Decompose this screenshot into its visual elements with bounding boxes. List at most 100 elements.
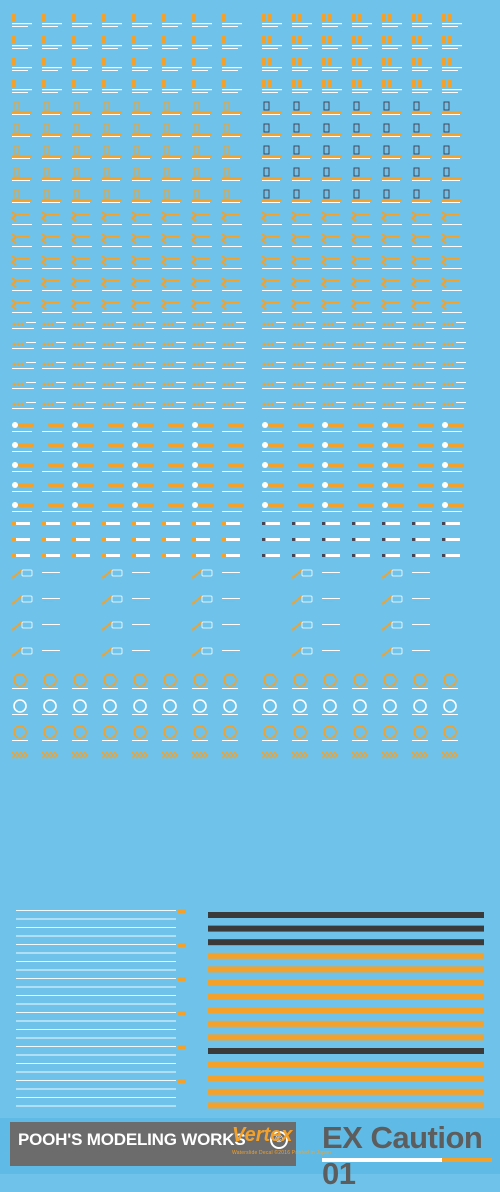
caution-label-stars-decal [192,342,216,349]
caution-label-chevron-decal [40,233,62,247]
ring-marks-decal [192,673,208,689]
caution-label-chevron-decal [410,255,432,269]
caution-label-chevron-decal [350,233,372,247]
caution-label-circle-bar-decal [352,423,374,432]
caution-label-stars-decal [12,342,36,349]
caution-label-circle-bar-decal [102,483,124,492]
caution-label-orange-decal [222,36,242,49]
caution-label-circle-bar-decal [192,482,214,492]
caution-label-circle-bar-decal [382,482,404,492]
caution-label-bracket-decal [132,101,152,115]
caution-label-stars-decal [382,342,406,349]
caution-label-chevron-decal [440,233,462,247]
caution-label-orange-decal [72,14,92,27]
hazard-stripe [208,1034,484,1041]
caution-label-circle-bar-decal [382,422,404,432]
caution-label-stars-decal [162,322,186,329]
caution-label-bracket-decal [292,167,312,181]
ring-marks-decal [292,673,308,689]
caution-label-circle-bar-decal [262,422,284,432]
caution-label-circle-bar-decal [72,442,94,452]
caution-label-bracket-decal [322,101,342,115]
caution-label-stars-decal [162,362,186,369]
caution-label-orange-decal [382,36,402,49]
callout-lines-decal [132,624,150,628]
callout-lines-decal [291,569,313,579]
hazard-stripe [208,993,484,1000]
caution-label-orange-decal [162,36,182,49]
caution-label-bracket-decal [72,123,92,137]
caution-label-stars-decal [292,402,316,409]
caution-label-circle-bar-decal [42,503,64,512]
hazard-stripe [208,939,484,946]
caution-label-orange-decal [412,14,432,27]
ring-marks-decal [162,699,178,715]
caution-label-orange-decal [442,80,462,93]
ring-marks-decal [292,725,308,741]
caution-label-bracket-decal [382,189,402,203]
caution-label-bracket-decal [262,167,282,181]
caution-label-orange-decal [222,14,242,27]
caution-label-orange-decal [412,58,432,71]
text-block-line [16,952,176,954]
caution-label-bracket-decal [12,101,32,115]
caution-label-bracket-decal [262,189,282,203]
caution-label-orange-decal [102,36,122,49]
ring-marks-decal [382,725,398,741]
hazard-stripe [208,1048,484,1054]
text-block-line [16,986,176,988]
arrow-strips-decal [191,751,209,759]
caution-label-bracket-decal [292,189,312,203]
callout-lines-decal [11,621,33,631]
text-block-line [16,1037,176,1039]
caution-label-circle-bar-decal [222,483,244,492]
caution-label-orange-decal [412,80,432,93]
caution-label-bracket-decal [192,145,212,159]
caution-label-chevron-decal [100,277,122,291]
caution-label-bracket-decal [72,189,92,203]
caution-label-chevron-decal [380,233,402,247]
caution-label-orange-decal [292,14,312,27]
caution-label-chevron-decal [40,255,62,269]
caution-label-circle-bar-decal [412,503,434,512]
caution-label-bracket-decal [222,189,242,203]
caution-label-orange-decal [322,80,342,93]
caution-label-orange-decal [352,36,372,49]
caution-label-orange-decal [42,80,62,93]
ring-marks-decal [192,725,208,741]
callout-lines-decal [101,595,123,605]
caution-label-stars-decal [292,322,316,329]
ring-marks-decal [262,699,278,715]
caution-label-chevron-decal [290,211,312,225]
decal-grid [10,14,466,759]
callout-lines-decal [191,621,213,631]
caution-label-bracket-decal [132,123,152,137]
caution-label-arrow-tag-decal [262,554,280,557]
caution-label-chevron-decal [290,277,312,291]
caution-label-stars-decal [132,362,156,369]
caution-label-chevron-decal [320,277,342,291]
caution-label-circle-bar-decal [222,463,244,472]
caution-label-bracket-decal [262,101,282,115]
caution-label-chevron-decal [70,255,92,269]
caution-label-chevron-decal [350,277,372,291]
caution-label-chevron-decal [10,299,32,313]
caution-label-chevron-decal [260,277,282,291]
ring-marks-decal [102,699,118,715]
hazard-stripe [208,925,484,932]
caution-label-orange-decal [262,58,282,71]
title-underline [322,1158,492,1162]
caution-label-chevron-decal [70,211,92,225]
hazard-stripe [208,1102,484,1109]
caution-label-chevron-decal [100,299,122,313]
caution-label-stars-decal [322,402,346,409]
caution-label-orange-decal [262,80,282,93]
caution-label-stars-decal [382,382,406,389]
caution-label-circle-bar-decal [352,443,374,452]
text-block-line [16,977,186,981]
ring-marks-decal [222,725,238,741]
callout-lines-decal [191,647,213,657]
caution-label-stars-decal [352,362,376,369]
caution-label-orange-decal [72,80,92,93]
